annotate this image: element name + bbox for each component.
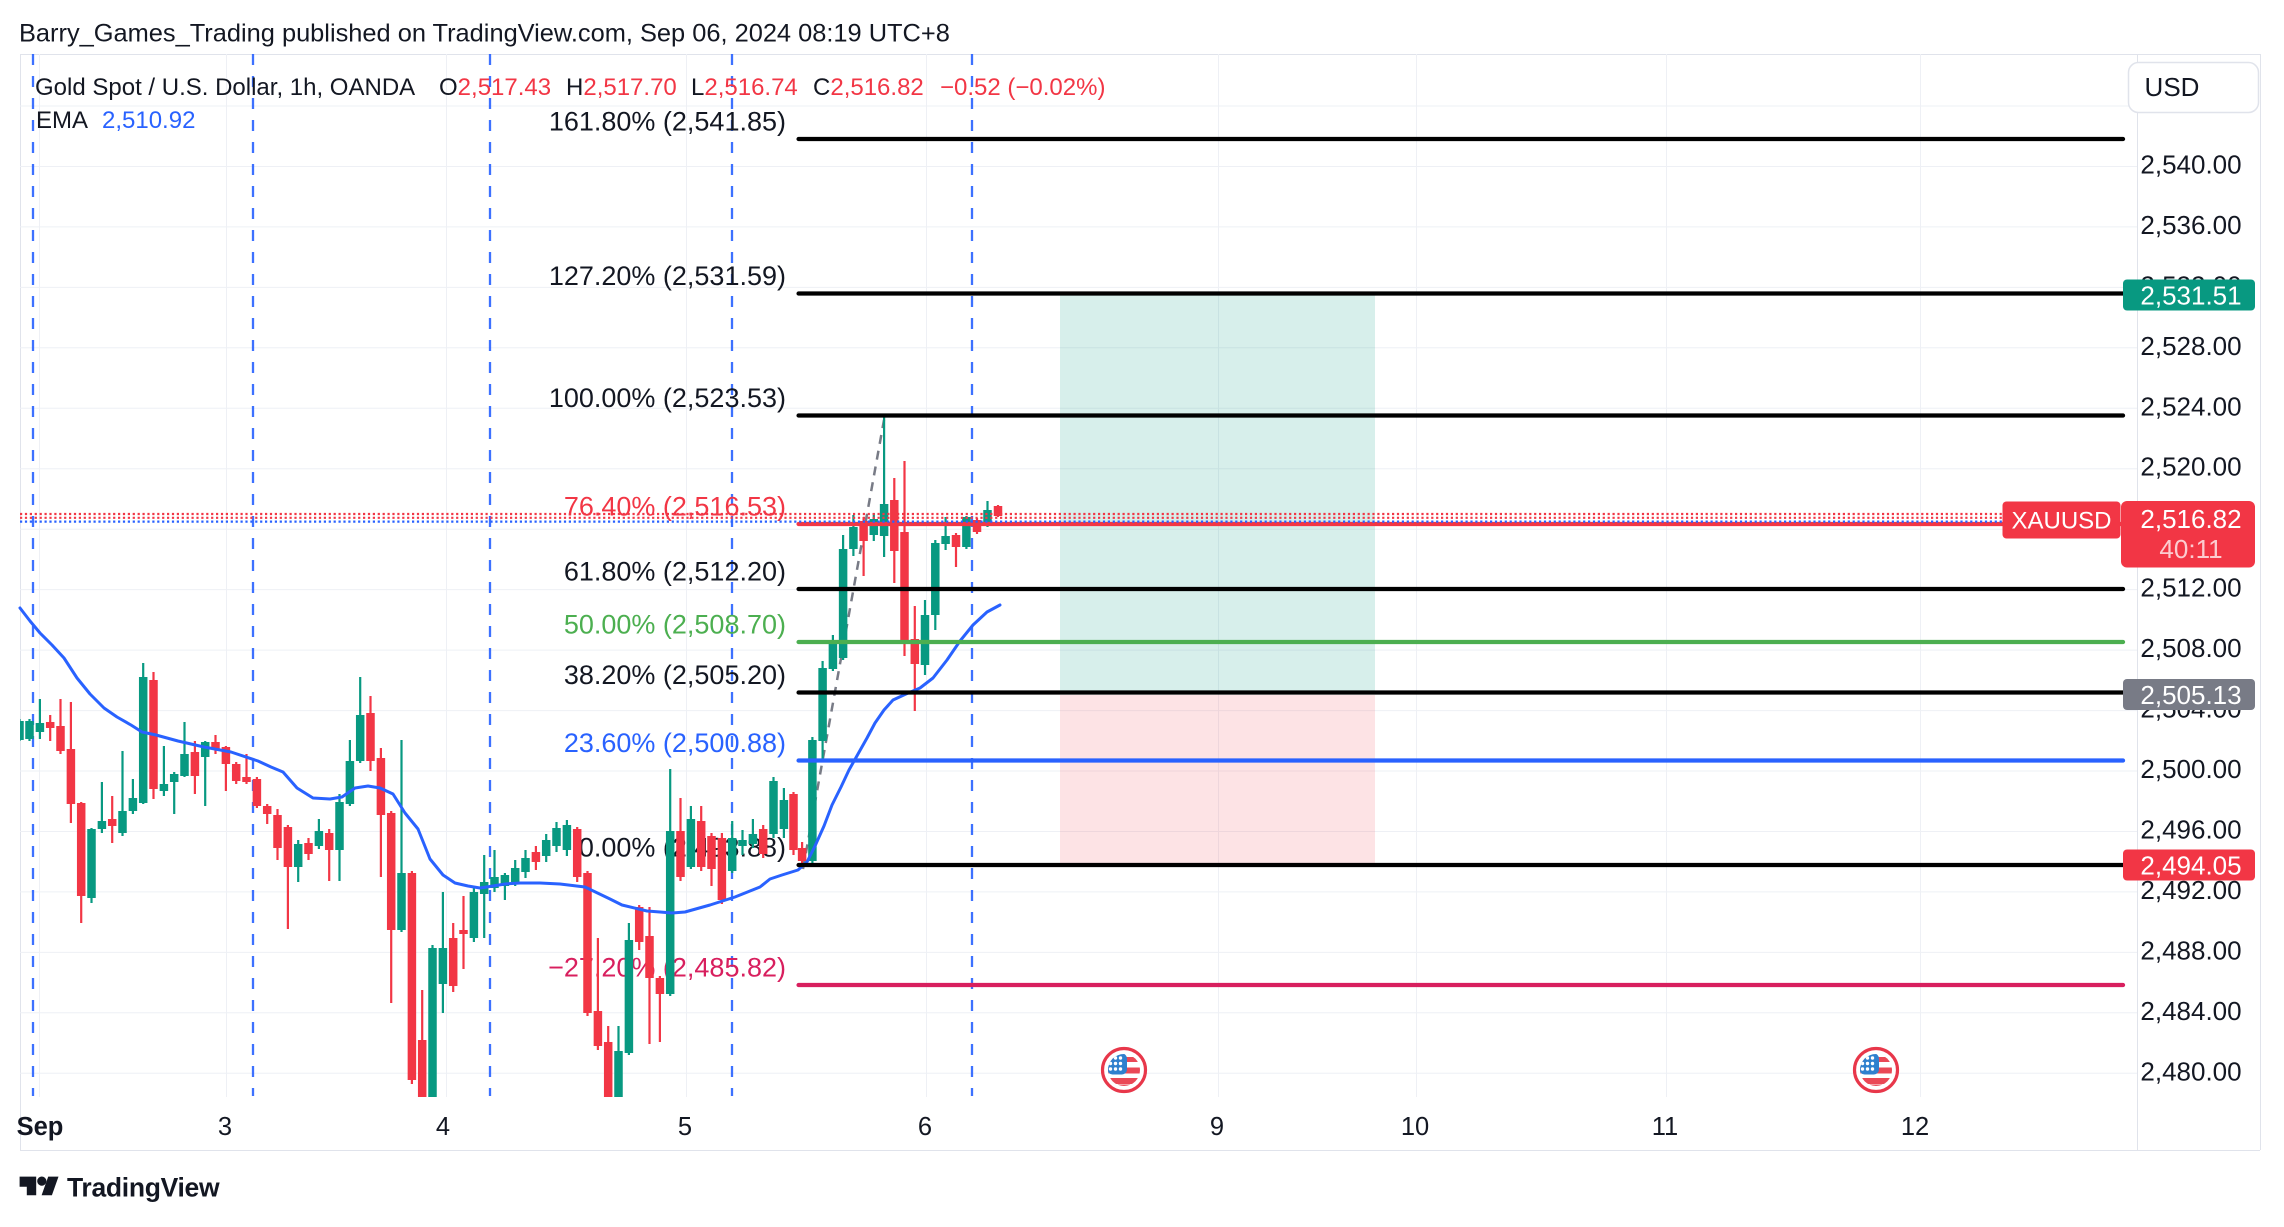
svg-text:12: 12 xyxy=(1901,1113,1929,1141)
svg-text:H2,517.70: H2,517.70 xyxy=(566,74,677,101)
svg-text:76.40% (2,516.53): 76.40% (2,516.53) xyxy=(564,492,786,522)
svg-text:L2,516.74: L2,516.74 xyxy=(691,74,798,101)
svg-text:2,500.00: 2,500.00 xyxy=(2140,754,2241,784)
svg-text:2,520.00: 2,520.00 xyxy=(2140,452,2241,482)
svg-text:23.60% (2,500.88): 23.60% (2,500.88) xyxy=(564,728,786,758)
svg-text:2,540.00: 2,540.00 xyxy=(2140,150,2241,180)
svg-text:C2,516.82: C2,516.82 xyxy=(813,74,924,101)
svg-text:2,494.05: 2,494.05 xyxy=(2140,851,2241,881)
svg-text:−0.52 (−0.02%): −0.52 (−0.02%) xyxy=(940,74,1105,101)
svg-text:Gold Spot / U.S. Dollar, 1h, O: Gold Spot / U.S. Dollar, 1h, OANDA xyxy=(35,74,415,101)
svg-text:2,496.00: 2,496.00 xyxy=(2140,815,2241,845)
svg-text:2,484.00: 2,484.00 xyxy=(2140,996,2241,1026)
svg-text:4: 4 xyxy=(436,1113,450,1141)
svg-text:2,531.51: 2,531.51 xyxy=(2140,281,2241,311)
svg-text:50.00% (2,508.70): 50.00% (2,508.70) xyxy=(564,610,786,640)
svg-text:9: 9 xyxy=(1210,1113,1224,1141)
svg-text:2,508.00: 2,508.00 xyxy=(2140,633,2241,663)
svg-text:5: 5 xyxy=(678,1113,692,1141)
svg-text:2,516.82: 2,516.82 xyxy=(2140,504,2241,534)
svg-text:USD: USD xyxy=(2145,72,2200,102)
svg-text:2,512.00: 2,512.00 xyxy=(2140,573,2241,603)
svg-text:127.20% (2,531.59): 127.20% (2,531.59) xyxy=(549,261,786,291)
svg-text:2,488.00: 2,488.00 xyxy=(2140,935,2241,965)
svg-text:Sep: Sep xyxy=(17,1113,64,1141)
svg-text:100.00% (2,523.53): 100.00% (2,523.53) xyxy=(549,383,786,413)
svg-text:2,524.00: 2,524.00 xyxy=(2140,391,2241,421)
svg-text:2,480.00: 2,480.00 xyxy=(2140,1056,2241,1086)
svg-text:2,536.00: 2,536.00 xyxy=(2140,210,2241,240)
svg-text:6: 6 xyxy=(918,1113,932,1141)
svg-text:161.80% (2,541.85): 161.80% (2,541.85) xyxy=(549,107,786,137)
svg-text:3: 3 xyxy=(218,1113,232,1141)
svg-text:2,510.92: 2,510.92 xyxy=(102,107,195,134)
svg-text:TradingView: TradingView xyxy=(67,1173,220,1203)
svg-text:61.80% (2,512.20): 61.80% (2,512.20) xyxy=(564,557,786,587)
svg-text:EMA: EMA xyxy=(36,107,88,134)
svg-text:11: 11 xyxy=(1652,1113,1678,1141)
svg-text:Barry_Games_Trading published: Barry_Games_Trading published on Trading… xyxy=(19,20,950,48)
svg-text:38.20% (2,505.20): 38.20% (2,505.20) xyxy=(564,660,786,690)
svg-text:O2,517.43: O2,517.43 xyxy=(439,74,551,101)
svg-text:2,528.00: 2,528.00 xyxy=(2140,331,2241,361)
svg-text:XAUUSD: XAUUSD xyxy=(2011,508,2111,535)
svg-text:40:11: 40:11 xyxy=(2159,534,2222,564)
svg-text:10: 10 xyxy=(1401,1113,1429,1141)
svg-text:2,505.13: 2,505.13 xyxy=(2140,680,2241,710)
